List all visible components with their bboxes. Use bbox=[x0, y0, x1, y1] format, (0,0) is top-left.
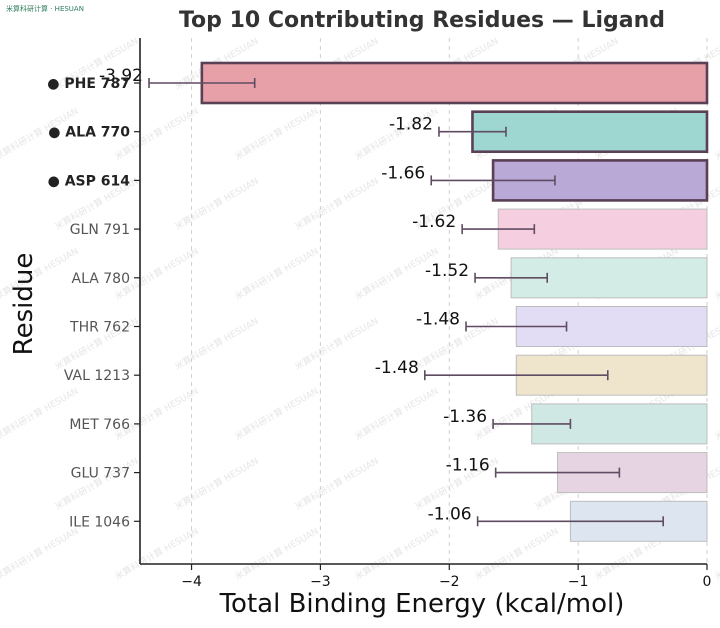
y-ticks: ● PHE 787 ● ALA 770 ● ASP 614 GLN 791 ALA 78… bbox=[47, 76, 140, 530]
y-tick-label: ● PHE 787 bbox=[47, 76, 130, 92]
background-watermark-text: 米算科研计算 HESUAN bbox=[233, 525, 321, 583]
y-tick-label: ALA 780 bbox=[72, 271, 130, 287]
background-watermark-text: 米算科研计算 HESUAN bbox=[473, 525, 561, 583]
x-tick-label: −1 bbox=[568, 574, 589, 590]
value-label: -1.16 bbox=[446, 456, 490, 476]
background-watermark-text: 米算科研计算 HESUAN bbox=[0, 385, 80, 443]
x-tick-label: −2 bbox=[439, 574, 460, 590]
value-label: -1.48 bbox=[416, 310, 460, 330]
value-label: -1.82 bbox=[389, 115, 433, 135]
background-watermark-text: 米算科研计算 HESUAN bbox=[173, 455, 261, 513]
y-tick-label: VAL 1213 bbox=[64, 368, 130, 384]
x-tick-label: 0 bbox=[703, 574, 712, 590]
background-watermark-text: 米算科研计算 HESUAN bbox=[293, 455, 381, 513]
x-axis-label: Total Binding Energy (kcal/mol) bbox=[219, 589, 625, 619]
background-watermark-text: 米算科研计算 HESUAN bbox=[233, 245, 321, 303]
background-watermark-text: 米算科研计算 HESUAN bbox=[0, 525, 80, 583]
errorbars-layer bbox=[148, 78, 664, 527]
background-watermark-text: 米算科研计算 HESUAN bbox=[233, 105, 321, 163]
background-watermark-text: 米算科研计算 HESUAN bbox=[353, 525, 441, 583]
chart-title: Top 10 Contributing Residues — Ligand bbox=[179, 8, 665, 33]
background-watermark-text: 米算科研计算 HESUAN bbox=[713, 525, 720, 583]
bar-ala-770 bbox=[471, 110, 709, 153]
y-tick-label: THR 762 bbox=[69, 320, 130, 336]
background-watermark-text: 米算科研计算 HESUAN bbox=[113, 385, 201, 443]
background-watermark-text: 米算科研计算 HESUAN bbox=[173, 315, 261, 373]
value-label: -1.06 bbox=[428, 504, 472, 524]
value-label: -1.62 bbox=[412, 212, 456, 232]
y-tick-label: GLN 791 bbox=[70, 222, 130, 238]
background-watermark-text: 米算科研计算 HESUAN bbox=[53, 455, 141, 513]
background-watermark-text: 米算科研计算 HESUAN bbox=[233, 385, 321, 443]
background-watermark-text: 米算科研计算 HESUAN bbox=[293, 315, 381, 373]
y-tick-label: MET 766 bbox=[69, 417, 130, 433]
axes bbox=[139, 38, 707, 565]
background-watermark-text: 米算科研计算 HESUAN bbox=[713, 245, 720, 303]
x-tick-label: −3 bbox=[310, 574, 331, 590]
background-watermark-text: 米算科研计算 HESUAN bbox=[713, 385, 720, 443]
value-label: -1.66 bbox=[381, 163, 425, 183]
y-tick-label: ● ASP 614 bbox=[48, 173, 131, 189]
value-label: -1.36 bbox=[443, 407, 487, 427]
background-watermark-text: 米算科研计算 HESUAN bbox=[293, 175, 381, 233]
value-label: -1.48 bbox=[375, 358, 419, 378]
value-label: -1.52 bbox=[425, 261, 469, 281]
background-watermark-text: 米算科研计算 HESUAN bbox=[353, 385, 441, 443]
value-label: -3.92 bbox=[99, 66, 143, 86]
corner-watermark: 米算科研计算 · HESUAN bbox=[6, 4, 84, 13]
bar-phe-787 bbox=[200, 61, 709, 105]
value-labels-layer: -3.92 -1.82 -1.66 -1.62 -1.52 -1.48 -1.48 -1.36… bbox=[99, 66, 490, 524]
bar-thr-762 bbox=[515, 306, 708, 347]
y-axis-label: Residue bbox=[9, 253, 39, 356]
y-tick-label: GLU 737 bbox=[71, 466, 130, 482]
background-watermark-text: 米算科研计算 HESUAN bbox=[713, 105, 720, 163]
y-tick-label: ILE 1046 bbox=[69, 514, 130, 530]
x-tick-label: −4 bbox=[181, 574, 202, 590]
y-tick-label: ● ALA 770 bbox=[48, 125, 130, 141]
background-watermark-text: 米算科研计算 HESUAN bbox=[173, 175, 261, 233]
bar-val-1213 bbox=[515, 354, 708, 396]
x-ticks: −4 −3 −2 −1 0 bbox=[181, 564, 711, 590]
